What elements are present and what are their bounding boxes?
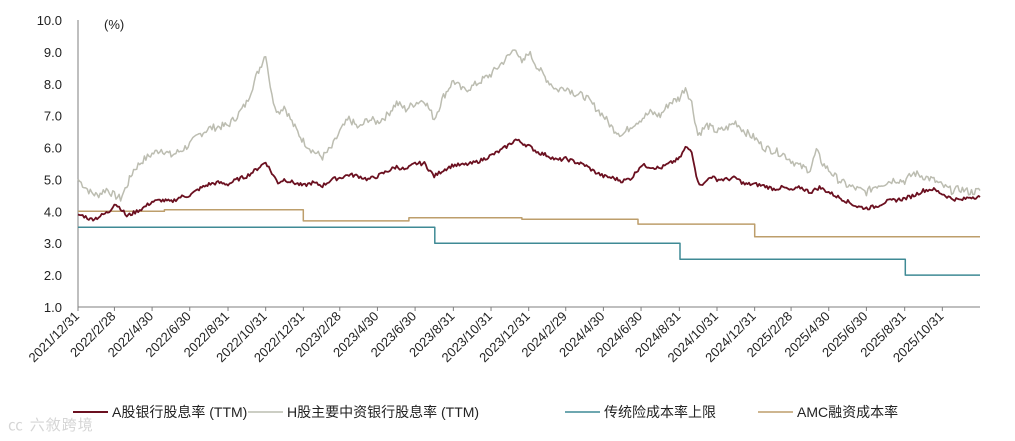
y-tick-label: 9.0 bbox=[44, 45, 62, 60]
y-tick-label: 6.0 bbox=[44, 141, 62, 156]
series-line-1 bbox=[77, 49, 981, 202]
legend-label: AMC融资成本率 bbox=[797, 404, 898, 420]
y-tick-label: 5.0 bbox=[44, 172, 62, 187]
y-tick-label: 7.0 bbox=[44, 109, 62, 124]
y-axis: 1.0 2.0 3.0 4.0 5.0 6.0 7.0 8.0 9.0 10.0 (%) bbox=[37, 13, 125, 315]
series-line-2 bbox=[78, 226, 980, 276]
y-tick-label: 3.0 bbox=[44, 236, 62, 251]
series-line-0 bbox=[77, 138, 981, 222]
series-line-3 bbox=[78, 208, 980, 238]
legend-label: A股银行股息率 (TTM) bbox=[112, 404, 247, 420]
y-tick-labels: 1.0 2.0 3.0 4.0 5.0 6.0 7.0 8.0 9.0 10.0 bbox=[37, 13, 62, 315]
y-tick-label: 2.0 bbox=[44, 268, 62, 283]
y-tick-label: 1.0 bbox=[44, 300, 62, 315]
series-lines bbox=[77, 49, 981, 276]
x-tick-labels: 2021/12/312022/2/282022/4/302022/6/30202… bbox=[25, 309, 946, 366]
watermark-logo: ㏄ 六敘跨境 bbox=[8, 416, 94, 434]
y-tick-label: 10.0 bbox=[37, 13, 62, 28]
y-axis-unit: (%) bbox=[104, 17, 124, 32]
legend-label: 传统险成本率上限 bbox=[604, 404, 716, 420]
y-tick-label: 8.0 bbox=[44, 77, 62, 92]
x-tick-marks bbox=[77, 307, 943, 311]
legend-label: H股主要中资银行股息率 (TTM) bbox=[287, 404, 479, 420]
legend: A股银行股息率 (TTM) H股主要中资银行股息率 (TTM) 传统险成本率上限 AM… bbox=[73, 404, 898, 420]
y-tick-label: 4.0 bbox=[44, 204, 62, 219]
x-axis: 2021/12/312022/2/282022/4/302022/6/30202… bbox=[25, 306, 980, 366]
